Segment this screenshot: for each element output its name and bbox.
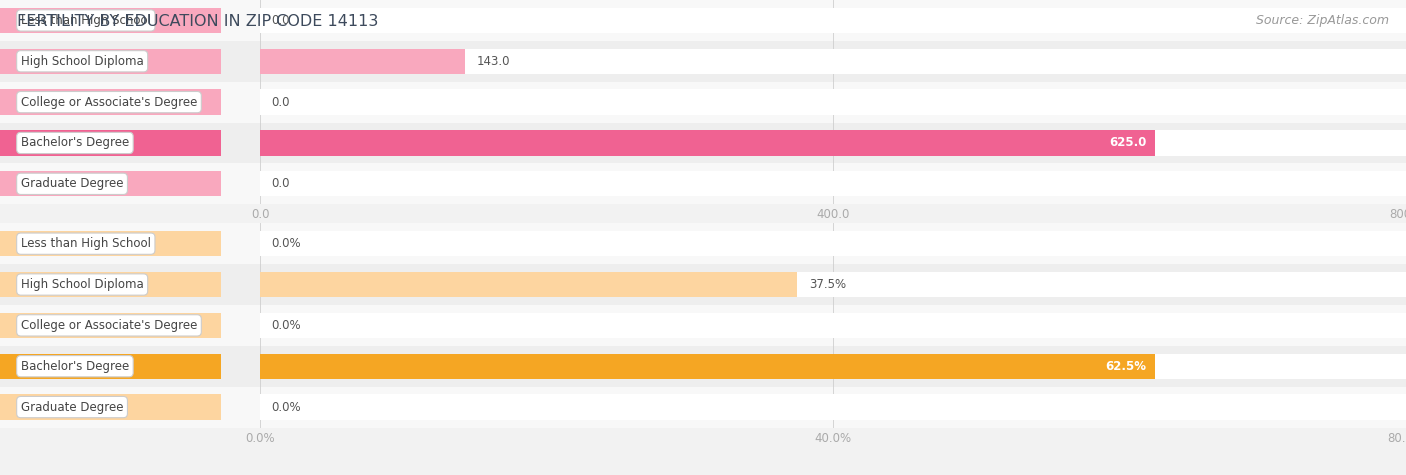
- Bar: [260, 231, 1406, 256]
- Text: 625.0: 625.0: [1109, 136, 1146, 150]
- Text: College or Associate's Degree: College or Associate's Degree: [21, 95, 197, 109]
- Bar: [0, 0, 1406, 41]
- Bar: [260, 48, 465, 74]
- Text: 0.0%: 0.0%: [271, 237, 301, 250]
- Text: 0.0%: 0.0%: [271, 319, 301, 332]
- Bar: [0, 41, 1406, 82]
- Bar: [0, 123, 1406, 163]
- Bar: [260, 313, 1406, 338]
- Text: Less than High School: Less than High School: [21, 14, 150, 27]
- Text: Graduate Degree: Graduate Degree: [21, 177, 124, 190]
- Text: College or Associate's Degree: College or Associate's Degree: [21, 319, 197, 332]
- Bar: [0, 387, 1406, 428]
- Text: 37.5%: 37.5%: [808, 278, 846, 291]
- Text: 0.0: 0.0: [271, 95, 290, 109]
- Bar: [0, 163, 1406, 204]
- Bar: [260, 89, 1406, 115]
- Bar: [0, 130, 221, 156]
- Bar: [260, 130, 1156, 156]
- Text: FERTILITY BY EDUCATION IN ZIP CODE 14113: FERTILITY BY EDUCATION IN ZIP CODE 14113: [17, 14, 378, 29]
- Bar: [260, 171, 1406, 197]
- Bar: [0, 305, 1406, 346]
- Text: 0.0: 0.0: [271, 177, 290, 190]
- Text: High School Diploma: High School Diploma: [21, 278, 143, 291]
- Bar: [0, 82, 1406, 123]
- Bar: [0, 313, 221, 338]
- Bar: [0, 171, 221, 197]
- Bar: [0, 346, 1406, 387]
- Bar: [260, 272, 797, 297]
- Bar: [260, 272, 1406, 297]
- Bar: [0, 8, 221, 33]
- Text: High School Diploma: High School Diploma: [21, 55, 143, 68]
- Text: Graduate Degree: Graduate Degree: [21, 400, 124, 414]
- Text: 0.0%: 0.0%: [271, 400, 301, 414]
- Bar: [260, 48, 1406, 74]
- Text: Bachelor's Degree: Bachelor's Degree: [21, 136, 129, 150]
- Bar: [0, 223, 1406, 264]
- Text: 0.0: 0.0: [271, 14, 290, 27]
- Bar: [0, 264, 1406, 305]
- Bar: [260, 130, 1406, 156]
- Bar: [260, 353, 1406, 379]
- Bar: [260, 353, 1156, 379]
- Bar: [0, 231, 221, 256]
- Bar: [0, 89, 221, 115]
- Bar: [0, 272, 221, 297]
- Text: Bachelor's Degree: Bachelor's Degree: [21, 360, 129, 373]
- Text: Less than High School: Less than High School: [21, 237, 150, 250]
- Bar: [0, 394, 221, 420]
- Text: Source: ZipAtlas.com: Source: ZipAtlas.com: [1256, 14, 1389, 27]
- Bar: [0, 353, 221, 379]
- Text: 62.5%: 62.5%: [1105, 360, 1146, 373]
- Bar: [0, 48, 221, 74]
- Bar: [260, 8, 1406, 33]
- Text: 143.0: 143.0: [477, 55, 510, 68]
- Bar: [260, 394, 1406, 420]
